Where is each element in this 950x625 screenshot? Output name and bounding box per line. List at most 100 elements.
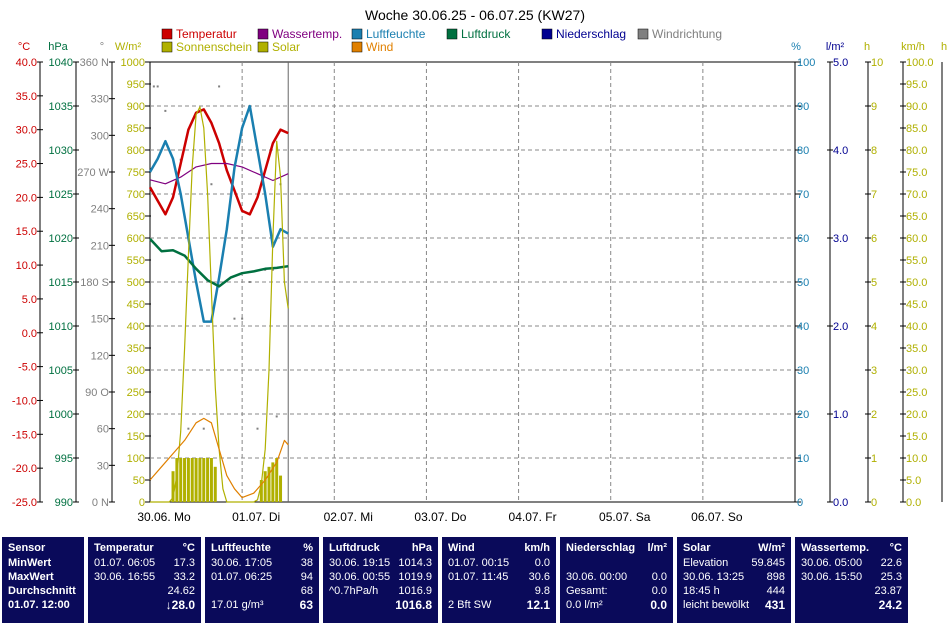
axis-tick-label: 900 [127,101,145,113]
axis-tick-label: 4 [871,321,877,333]
summary-value: 22.6 [880,557,902,569]
axis-tick-label: 400 [127,321,145,333]
summary-box: Luftfeuchte% 30.06. 17:05 38 01.07. 06:25 94… [205,537,319,623]
axis-tick-label: 10.0 [906,453,927,465]
sunshine-bar [259,480,263,502]
summary-row: 30.06. 13:25 898 [683,570,785,584]
sunshine-bar [206,458,210,502]
axis-tick-label: 90 O [85,387,109,399]
summary-value: 431 [764,598,785,612]
axis-tick-label: 1 [871,453,877,465]
axis-tick-label: 550 [127,255,145,267]
axis-tick-label: 360 N [80,57,109,69]
summary-box: Solar W/m² Elevation 59.845 30.06. 13:25 898 1… [677,537,791,623]
wind-direction-point [152,85,155,88]
axis-tick-label: 240 [91,204,109,216]
summary-header: Luftfeuchte [211,542,271,554]
summary-value: 94 [300,571,313,583]
axis-tick-label: 60.0 [906,233,927,245]
sunshine-bar [271,462,275,502]
day-tick-label: 06.07. So [691,510,743,524]
axis-tick-label: 80 [797,145,809,157]
series-line-luftdruck [149,238,289,288]
sunshine-bar [194,458,198,502]
summary-label: leicht bewölkt [683,599,750,611]
summary-header: Niederschlag [566,542,636,554]
axis-tick-label: 1010 [49,321,73,333]
legend-swatch [637,28,649,40]
axis-tick-label: 50.0 [906,277,927,289]
summary-row: MinWert [8,556,78,570]
summary-row: 01.07. 00:15 0.0 [448,556,550,570]
axis-unit: W/m² [115,41,142,53]
summary-label: 0.0 l/m² [566,599,603,611]
weather-chart: Woche 30.06.25 - 06.07.25 (KW27) Tempera… [12,7,947,524]
summary-label: 30.06. 16:55 [94,571,156,583]
axis-tick-label: 95.0 [906,79,927,91]
axis-tick-label: 1030 [49,145,73,157]
axis-tick-label: 950 [127,79,145,91]
sunshine-bar [279,475,283,502]
summary-label: 17.01 g/m³ [211,599,264,611]
legend-label: Niederschlag [556,27,626,41]
summary-value: 0.0 [651,585,667,597]
summary-row: 01.07. 12:00 [8,598,78,612]
axis-tick-label: 30.0 [16,125,37,137]
summary-value: 1014.3 [398,557,432,569]
wind-direction-point [187,427,190,430]
legend-swatch [351,41,363,53]
summary-row: 30.06. 00:00 0.0 [566,570,667,584]
summary-row: 1016.8 [329,598,432,612]
wind-direction-point [210,183,213,186]
summary-row: 30.06. 05:00 22.6 [801,556,902,570]
summary-label: 30.06. 17:05 [211,557,273,569]
axis-tick-label: 50 [133,475,145,487]
summary-row: 01.07. 06:05 17.3 [94,556,195,570]
axis-tick-label: 65.0 [906,211,927,223]
axis-tick-label: -15.0 [12,429,37,441]
axis-tick-label: 700 [127,189,145,201]
summary-unit: % [303,542,313,554]
axis-tick-label: 25.0 [16,159,37,171]
axis-tick-label: 1000 [121,57,145,69]
axis-tick-label: 35.0 [16,91,37,103]
summary-row: 24.62 [94,584,195,598]
summary-value: 24.62 [167,585,195,597]
plot-area [148,61,796,503]
summary-header: Wind [448,542,475,554]
wind-direction-point [256,427,259,430]
axis-tick-label: 5.0 [22,294,37,306]
axis-tick-label: 995 [55,453,73,465]
axis-unit: h [941,41,947,53]
summary-value: 1016.9 [398,585,432,597]
series-line-luftfeuchte [148,104,289,323]
axis-tick-label: -20.0 [12,463,37,475]
summary-row: MaxWert [8,570,78,584]
axis-unit: l/m² [826,41,845,53]
summary-row: 18:45 h 444 [683,584,785,598]
summary-row: 2 Bft SW 12.1 [448,598,550,612]
axis-tick-label: 5 [871,277,877,289]
axis-tick-label: 50 [797,277,809,289]
summary-value: 59.845 [751,557,785,569]
summary-label: 01.07. 06:05 [94,557,156,569]
axis-unit: km/h [901,41,925,53]
axis-tick-label: 60 [97,424,109,436]
summary-row: Gesamt: 0.0 [566,584,667,598]
summary-row: ↓28.0 [94,598,195,612]
summary-row: 01.07. 06:25 94 [211,570,313,584]
series-line-wassertemp [149,162,289,185]
sunshine-bar [213,466,217,502]
summary-value: 444 [766,585,785,597]
axis-tick-label: 300 [91,130,109,142]
axis-unit: % [791,41,801,53]
legend-label: Sonnenschein [176,40,252,54]
axis-tick-label: 330 [91,94,109,106]
summary-label: 01.07. 06:25 [211,571,273,583]
axis-tick-label: 150 [127,431,145,443]
summary-unit: hPa [411,542,432,554]
summary-row: 01.07. 11:45 30.6 [448,570,550,584]
axis-tick-label: 40 [797,321,809,333]
summary-row: 30.06. 16:55 33.2 [94,570,195,584]
axis-tick-label: -25.0 [12,497,37,509]
